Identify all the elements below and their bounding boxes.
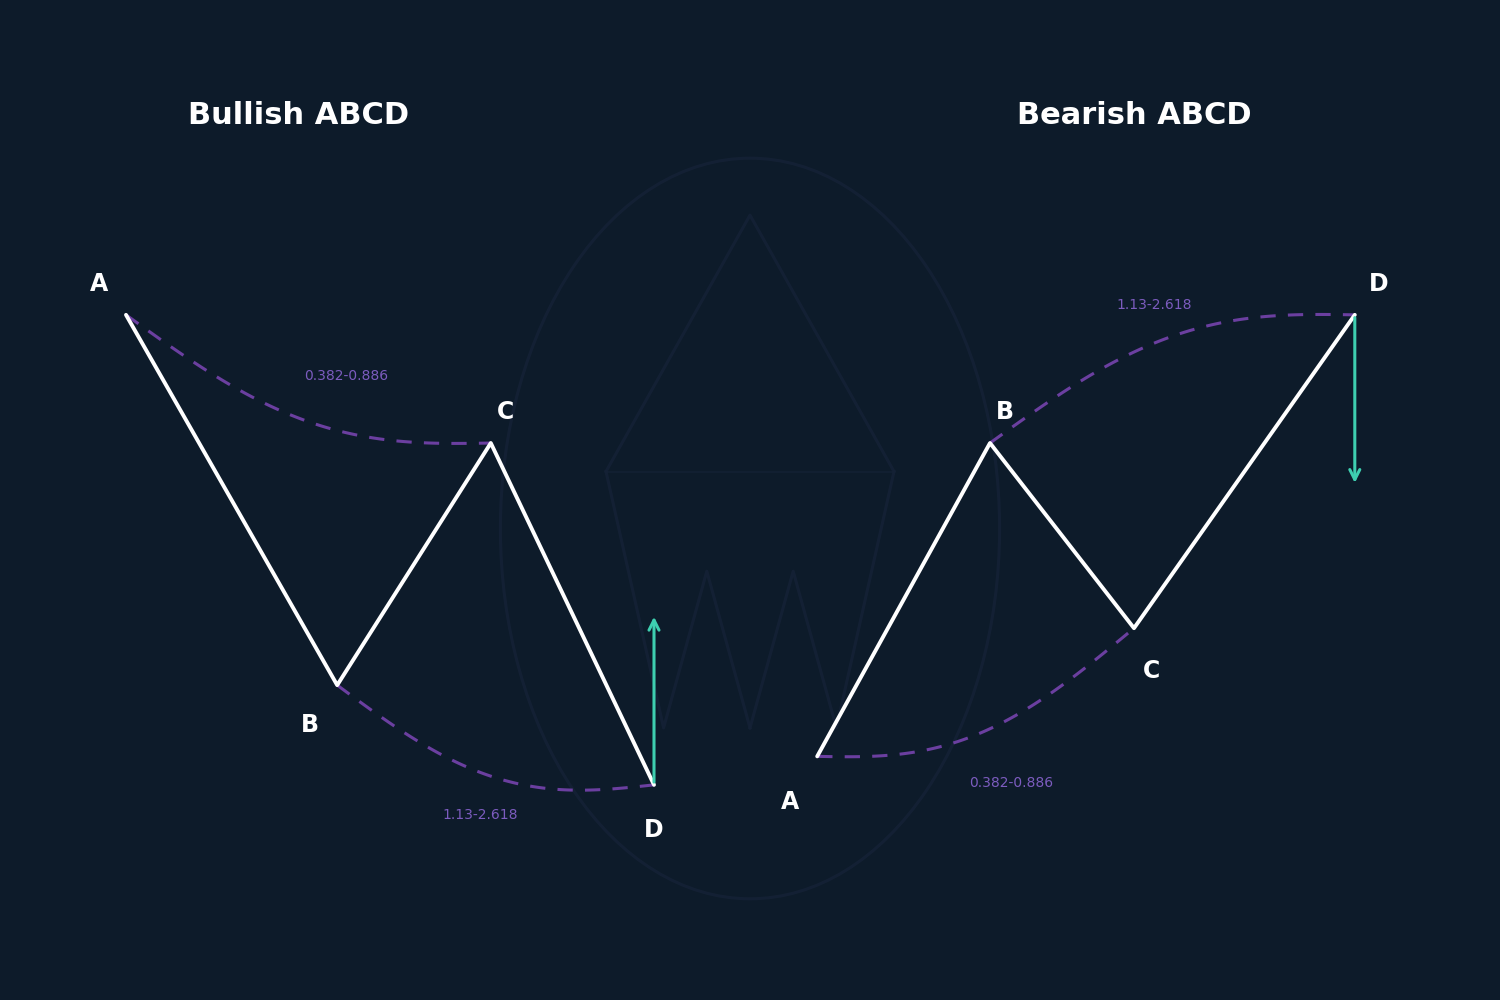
Text: 0.382-0.886: 0.382-0.886 [304,369,388,383]
Text: 1.13-2.618: 1.13-2.618 [442,808,518,822]
Text: A: A [90,272,108,296]
Text: C: C [1143,659,1160,683]
Text: Bullish ABCD: Bullish ABCD [188,101,410,130]
Text: 0.382-0.886: 0.382-0.886 [969,776,1053,790]
Text: D: D [644,818,664,842]
Text: A: A [782,790,800,814]
Text: D: D [1370,272,1389,296]
Text: B: B [302,713,320,737]
Text: C: C [496,400,514,424]
Text: B: B [996,400,1014,424]
Text: Bearish ABCD: Bearish ABCD [1017,101,1251,130]
Text: 1.13-2.618: 1.13-2.618 [1116,298,1192,312]
